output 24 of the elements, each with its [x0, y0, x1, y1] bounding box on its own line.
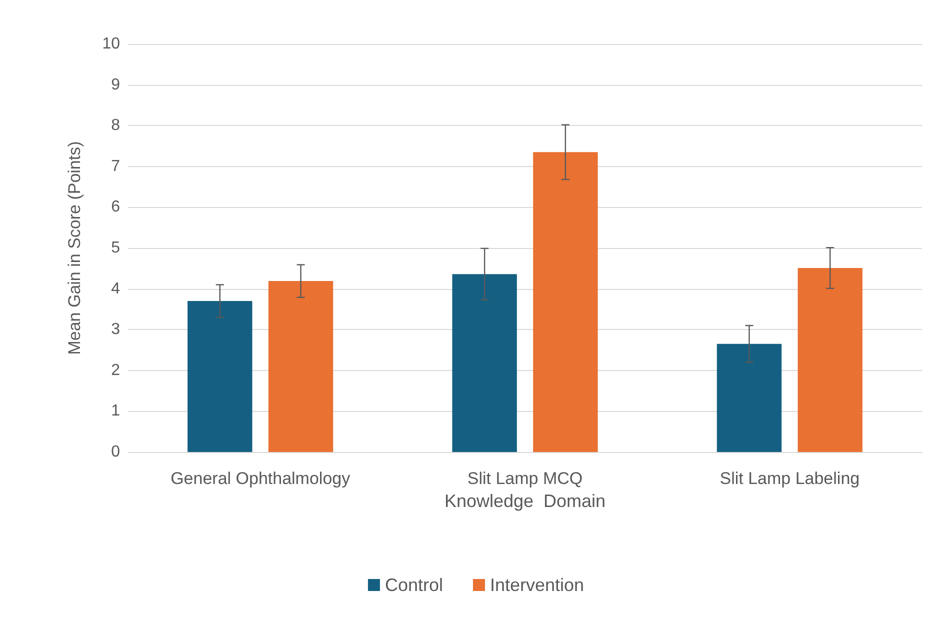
- y-tick-label: 2: [111, 362, 120, 379]
- y-tick-label: 0: [111, 444, 120, 460]
- y-tick-label: 4: [111, 280, 120, 298]
- legend-label: Intervention: [490, 575, 584, 595]
- x-tick-label: Slit Lamp MCQ: [467, 469, 583, 488]
- bar: [716, 344, 782, 452]
- legend-label: Control: [384, 575, 443, 595]
- y-tick-label: 9: [111, 76, 120, 94]
- x-axis-title: Knowledge Domain: [444, 491, 606, 511]
- y-axis-title: Mean Gain in Score (Points): [65, 141, 84, 355]
- bar: [533, 152, 598, 452]
- y-tick-label: 1: [111, 402, 120, 420]
- bar: [452, 274, 517, 452]
- y-tick-label: 10: [102, 36, 120, 52]
- y-tick-label: 5: [111, 240, 120, 256]
- y-tick-label: 3: [111, 321, 120, 338]
- x-tick-label: Slit Lamp Labeling: [720, 469, 860, 488]
- y-tick-label: 6: [111, 198, 120, 216]
- x-tick-label: General Ophthalmology: [170, 469, 351, 488]
- bar: [268, 281, 334, 452]
- bar: [798, 268, 862, 452]
- y-tick-label: 7: [111, 158, 120, 175]
- bar: [188, 301, 252, 452]
- y-tick-label: 8: [111, 117, 120, 134]
